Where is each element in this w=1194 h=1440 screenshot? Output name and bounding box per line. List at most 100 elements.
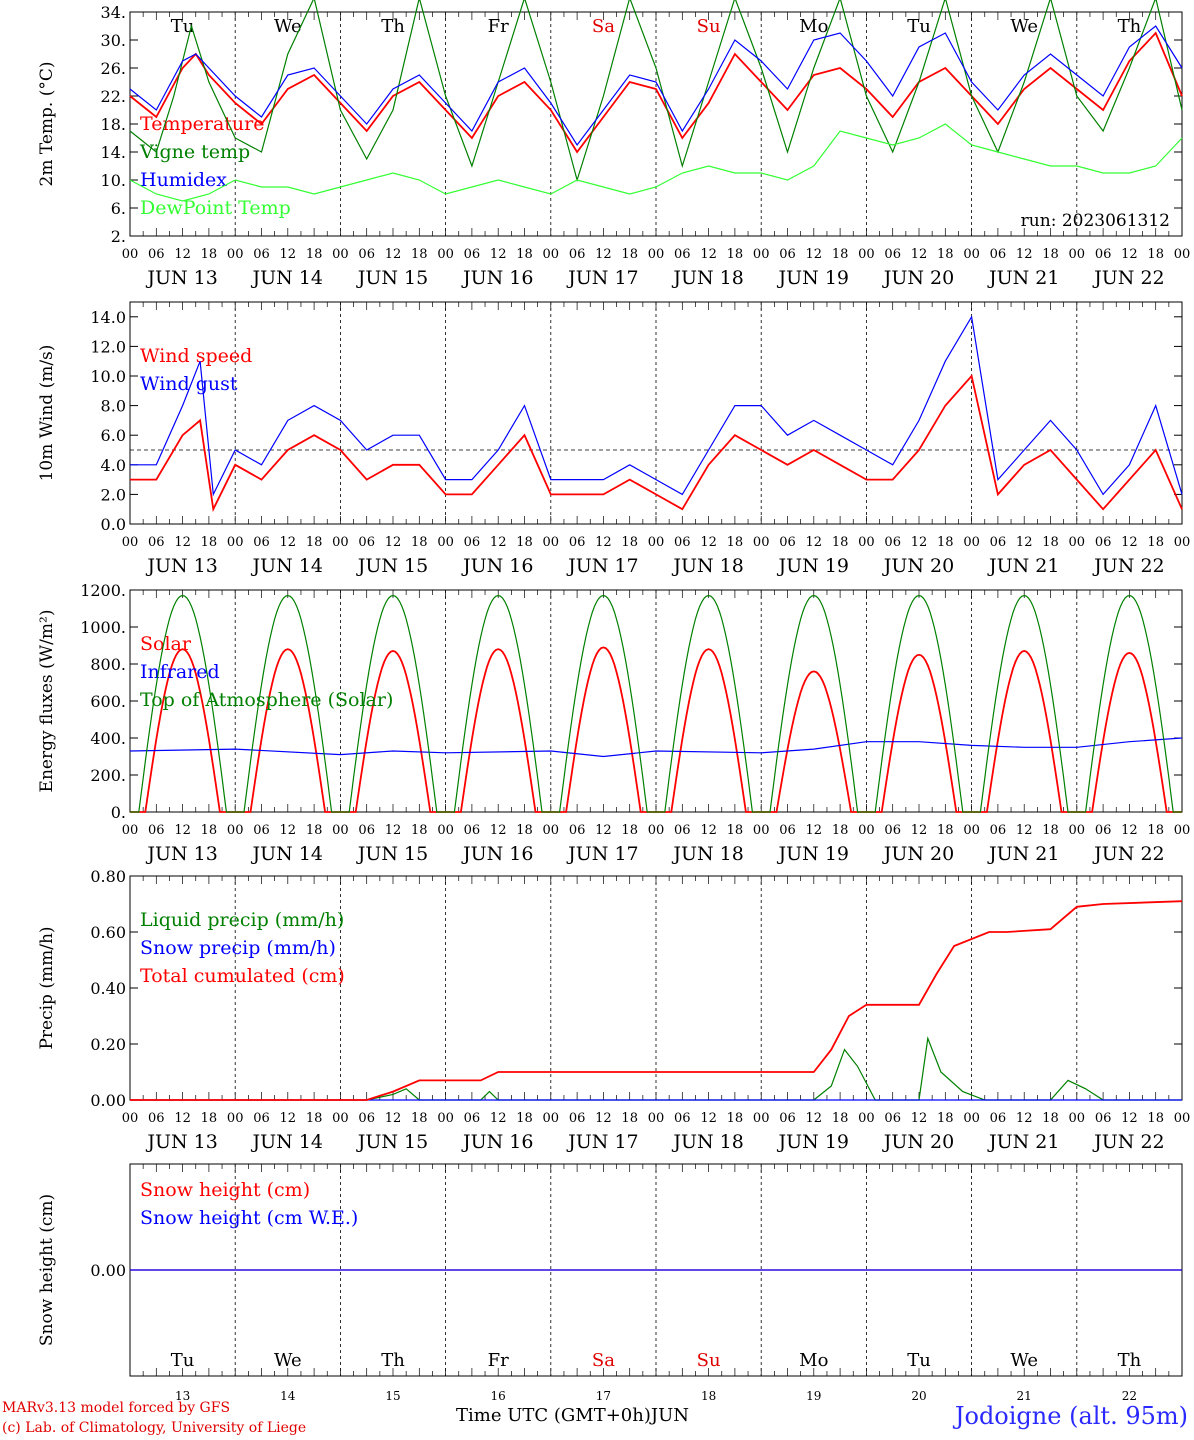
chart-panel-5: 0.00 Snow height (cm) Tu 13 We 14 Th 15 Fr 16 Sa 17… (37, 1163, 1183, 1403)
x-tick-label: 12 (1121, 1111, 1138, 1126)
x-tick-label: 06 (148, 823, 165, 838)
x-tick-label: 12 (806, 823, 823, 838)
day-number-label: 18 (701, 1389, 716, 1403)
x-tick-label: 06 (674, 1111, 691, 1126)
x-tick-label: 06 (569, 823, 586, 838)
x-tick-label: 00 (963, 823, 980, 838)
day-number-label: 20 (911, 1389, 926, 1403)
legend-entry: Total cumulated (cm) (140, 965, 345, 987)
y-tick-label: 0.0 (101, 515, 126, 534)
x-tick-label: 00 (437, 247, 454, 262)
x-tick-label: 12 (911, 823, 928, 838)
series-line-liquid-precip-mm-h (130, 1036, 1182, 1101)
y-tick-label: 22. (101, 87, 126, 106)
x-tick-label: 00 (648, 823, 665, 838)
legend-entry: Vigne temp (139, 141, 250, 163)
x-tick-label: 06 (358, 535, 375, 550)
x-tick-label: 06 (569, 1111, 586, 1126)
x-tick-label: 00 (122, 1111, 139, 1126)
day-number-label: 15 (385, 1389, 400, 1403)
weekday-label: Th (381, 16, 405, 37)
x-tick-label: 06 (1095, 247, 1112, 262)
day-label: JUN 20 (882, 1131, 954, 1153)
day-label: JUN 18 (671, 1131, 743, 1153)
day-label: JUN 16 (461, 843, 533, 865)
x-tick-label: 00 (437, 1111, 454, 1126)
legend-entry: Wind speed (140, 345, 252, 367)
x-tick-label: 18 (1042, 823, 1059, 838)
x-tick-label: 00 (543, 823, 560, 838)
x-tick-label: 00 (437, 823, 454, 838)
day-number-label: 13 (175, 1389, 190, 1403)
y-tick-label: 1200. (80, 581, 126, 600)
x-tick-label: 18 (727, 1111, 744, 1126)
day-label: JUN 17 (566, 555, 638, 577)
legend-entry: Solar (140, 633, 192, 655)
x-tick-label: 12 (385, 535, 402, 550)
x-tick-label: 12 (911, 1111, 928, 1126)
day-label: JUN 13 (145, 267, 217, 289)
weekday-label: Tu (907, 16, 931, 37)
x-tick-label: 06 (990, 535, 1007, 550)
day-number-label: 14 (280, 1389, 296, 1403)
x-tick-label: 18 (1042, 1111, 1059, 1126)
x-tick-label: 18 (1147, 1111, 1164, 1126)
x-tick-label: 06 (779, 247, 796, 262)
x-tick-label: 12 (490, 823, 507, 838)
x-tick-label: 18 (621, 247, 638, 262)
weekday-label: We (274, 1350, 302, 1371)
x-tick-label: 06 (358, 247, 375, 262)
x-tick-label: 00 (753, 823, 770, 838)
weekday-label: Tu (171, 1350, 195, 1371)
x-tick-label: 18 (937, 823, 954, 838)
series-line-wind-gust (130, 315, 1183, 497)
x-tick-label: 12 (700, 247, 717, 262)
x-tick-label: 18 (727, 535, 744, 550)
legend-entry: Snow height (cm W.E.) (140, 1207, 358, 1229)
x-tick-label: 00 (332, 247, 349, 262)
time-axis-title-text: Time UTC (GMT+0h) (456, 1405, 651, 1426)
day-label: JUN 15 (356, 1131, 428, 1153)
day-label: JUN 17 (566, 843, 638, 865)
y-tick-label: 0.40 (90, 979, 126, 998)
x-tick-label: 18 (832, 247, 849, 262)
y-tick-label: 1000. (80, 618, 126, 637)
x-tick-label: 12 (280, 823, 297, 838)
series-line-dewpoint-temp (129, 123, 1183, 202)
x-tick-label: 06 (1095, 535, 1112, 550)
day-label: JUN 13 (145, 1131, 217, 1153)
day-label: JUN 22 (1092, 555, 1164, 577)
y-tick-label: 8.0 (101, 397, 126, 416)
x-tick-label: 00 (122, 823, 139, 838)
y-tick-label: 0. (111, 803, 126, 822)
legend-entry: Humidex (140, 169, 227, 191)
x-tick-label: 00 (753, 1111, 770, 1126)
legend-entry: Wind gust (140, 373, 238, 395)
x-tick-label: 18 (201, 535, 218, 550)
x-tick-label: 00 (858, 823, 875, 838)
x-tick-label: 00 (1069, 535, 1086, 550)
time-axis-title: Time UTC (GMT+0h)JUN (456, 1405, 689, 1426)
x-tick-label: 00 (753, 535, 770, 550)
x-tick-label: 06 (990, 247, 1007, 262)
x-tick-label: 06 (884, 535, 901, 550)
day-label: JUN 14 (251, 267, 323, 289)
y-axis-title: Precip (mm/h) (37, 926, 57, 1049)
x-tick-label: 12 (1121, 535, 1138, 550)
x-tick-label: 18 (832, 823, 849, 838)
day-label: JUN 21 (987, 555, 1059, 577)
weekday-label: Sa (592, 1350, 615, 1371)
x-tick-label: 00 (753, 247, 770, 262)
legend-entry: Snow precip (mm/h) (140, 937, 336, 959)
series-line-humidex (129, 25, 1183, 147)
x-tick-label: 00 (543, 535, 560, 550)
chart-panel-2: 0.0 2.0 4.0 6.0 8.0 10.0 12.0 14.0 10m Wind (m/s… (37, 301, 1190, 577)
y-tick-label: 0.20 (90, 1035, 126, 1054)
y-tick-label: 14.0 (90, 308, 126, 327)
x-tick-label: 12 (595, 823, 612, 838)
y-tick-label: 14. (101, 143, 126, 162)
x-tick-label: 18 (832, 1111, 849, 1126)
y-tick-label: 400. (90, 729, 126, 748)
chart-panel-1: 2. 6. 10. 14. 18. 22. 26. 30. 34. 2m Temp. (°C) 00… (37, 0, 1190, 289)
day-label: JUN 15 (356, 843, 428, 865)
